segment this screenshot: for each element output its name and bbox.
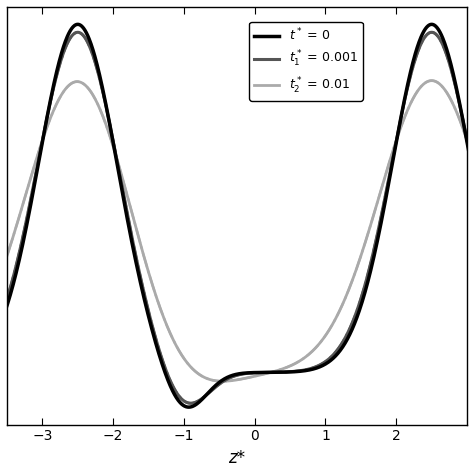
X-axis label: z*: z* xyxy=(228,449,246,467)
Legend: $t^*$ = 0, $t^*_1$ = 0.001, $t^*_2$ = 0.01: $t^*$ = 0, $t^*_1$ = 0.001, $t^*_2$ = 0.… xyxy=(249,21,363,101)
